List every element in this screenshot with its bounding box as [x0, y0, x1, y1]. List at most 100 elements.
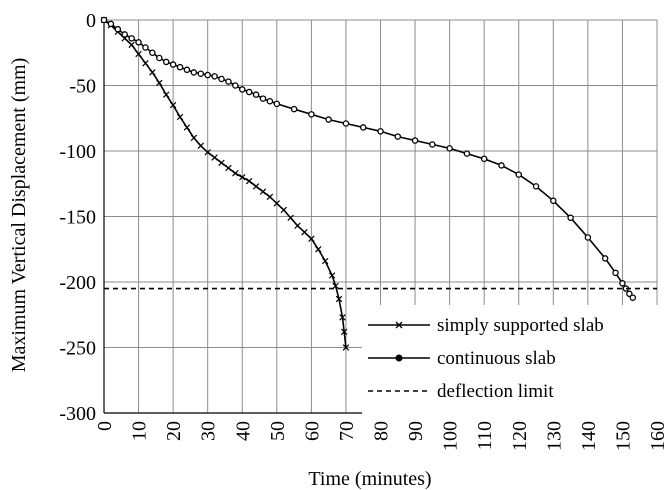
data-point-x: [340, 328, 348, 336]
data-point-x: [335, 295, 343, 303]
data-point-circle: [394, 133, 402, 140]
x-tick-label: 70: [336, 421, 358, 441]
data-point-circle: [601, 255, 609, 262]
data-point-circle: [183, 66, 191, 74]
data-point-circle: [114, 25, 122, 33]
data-point-circle: [135, 39, 142, 46]
x-tick-label: 150: [612, 421, 634, 451]
data-point-x: [142, 60, 149, 67]
data-point-x: [259, 188, 267, 195]
data-point-x: [339, 314, 346, 321]
y-axis-title: Maximum Vertical Displacement (mm): [8, 58, 30, 373]
data-point-x: [321, 257, 329, 265]
data-point-circle: [225, 78, 232, 85]
data-point-circle: [342, 120, 350, 127]
data-point-x: [266, 193, 274, 201]
y-tick-label: -250: [59, 338, 96, 360]
series-continuous-slab: [100, 16, 637, 301]
data-point-x: [287, 214, 294, 222]
series-line: [103, 19, 347, 348]
x-tick-label: 80: [371, 421, 393, 441]
legend-marker-simply-supported: [395, 321, 403, 329]
y-tick-label: -150: [59, 207, 96, 229]
data-point-circle: [211, 73, 218, 80]
y-tick-label: -100: [59, 141, 96, 163]
series-group: [100, 16, 657, 351]
x-tick-label: 160: [647, 421, 669, 451]
data-point-x: [190, 134, 198, 142]
data-point-x: [218, 159, 225, 167]
series-simply-supported-slab: [100, 16, 350, 351]
legend-item-deflection-limit: deflection limit: [368, 381, 554, 402]
legend: simply supported slab continuous slab de…: [362, 305, 660, 415]
y-tick-label: 0: [86, 10, 96, 32]
data-point-circle: [107, 20, 115, 28]
x-tick-label: 50: [267, 421, 289, 441]
data-point-x: [176, 113, 184, 121]
data-point-circle: [359, 124, 367, 131]
x-tick-label: 60: [301, 421, 323, 441]
data-point-x: [239, 173, 246, 181]
y-tick-label: -300: [59, 403, 96, 425]
data-point-circle: [463, 150, 471, 157]
legend-marker-continuous: [395, 354, 403, 362]
data-point-circle: [162, 58, 170, 66]
y-tick-label: -50: [69, 76, 96, 98]
data-point-circle: [290, 105, 298, 113]
data-point-x: [183, 124, 191, 131]
x-tick-label: 100: [440, 421, 462, 451]
x-tick-label: 90: [405, 421, 427, 441]
data-point-circle: [176, 63, 184, 71]
data-point-x: [204, 149, 211, 156]
data-point-circle: [266, 97, 274, 105]
data-point-x: [332, 282, 339, 290]
data-point-circle: [626, 290, 633, 298]
data-point-x: [162, 91, 170, 98]
legend-item-continuous: continuous slab: [368, 348, 556, 369]
data-point-circle: [446, 145, 453, 152]
data-point-x: [308, 235, 315, 242]
data-point-circle: [190, 69, 198, 76]
legend-item-simply-supported: simply supported slab: [368, 315, 604, 336]
legend-label-continuous: continuous slab: [437, 348, 556, 369]
x-tick-label: 20: [163, 421, 185, 441]
data-point-x: [252, 183, 260, 190]
data-point-circle: [121, 31, 128, 38]
data-point-circle: [308, 111, 315, 118]
data-point-circle: [169, 61, 177, 68]
data-point-circle: [550, 197, 557, 205]
data-point-circle: [128, 35, 135, 42]
data-point-x: [156, 79, 163, 87]
data-point-circle: [197, 70, 205, 77]
data-point-circle: [252, 91, 260, 98]
data-point-circle: [532, 183, 540, 190]
data-point-x: [169, 101, 177, 109]
data-point-circle: [325, 116, 332, 123]
x-tick-label: 130: [543, 421, 565, 451]
data-point-circle: [245, 88, 253, 96]
x-tick-label: 10: [129, 421, 151, 441]
data-point-circle: [149, 49, 156, 57]
data-point-circle: [238, 86, 246, 93]
data-point-circle: [232, 82, 239, 89]
data-point-circle: [273, 100, 281, 108]
data-point-x: [280, 206, 287, 214]
data-point-circle: [515, 171, 523, 178]
data-point-circle: [619, 280, 626, 287]
data-point-x: [197, 142, 204, 149]
data-point-x: [301, 228, 308, 236]
data-point-x: [211, 154, 218, 161]
data-point-x: [225, 164, 232, 172]
data-point-x: [245, 177, 253, 185]
data-point-circle: [584, 234, 592, 241]
data-point-circle: [567, 214, 574, 222]
legend-label-simply-supported: simply supported slab: [437, 315, 604, 336]
data-point-x: [149, 69, 156, 76]
data-point-circle: [498, 162, 505, 169]
data-point-circle: [377, 128, 384, 135]
legend-label-deflection-limit: deflection limit: [437, 381, 554, 402]
x-tick-label: 120: [509, 421, 531, 451]
data-point-x: [294, 222, 301, 229]
data-point-x: [135, 50, 142, 58]
